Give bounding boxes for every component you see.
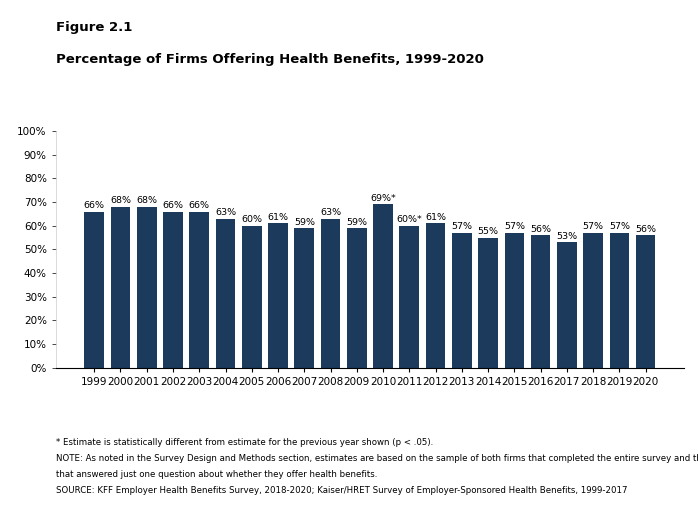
Text: 61%: 61%: [267, 213, 288, 222]
Text: 56%: 56%: [530, 225, 551, 234]
Text: SOURCE: KFF Employer Health Benefits Survey, 2018-2020; Kaiser/HRET Survey of Em: SOURCE: KFF Employer Health Benefits Sur…: [56, 486, 628, 495]
Text: * Estimate is statistically different from estimate for the previous year shown : * Estimate is statistically different fr…: [56, 438, 433, 447]
Text: 68%: 68%: [110, 196, 131, 205]
Text: 57%: 57%: [609, 223, 630, 232]
Bar: [426, 224, 445, 368]
Bar: [216, 219, 235, 368]
Text: 57%: 57%: [452, 223, 473, 232]
Text: 60%: 60%: [242, 215, 262, 224]
Text: 66%: 66%: [84, 201, 105, 210]
Bar: [452, 233, 472, 368]
Bar: [609, 233, 629, 368]
Text: 69%*: 69%*: [370, 194, 396, 203]
Bar: [242, 226, 262, 368]
Bar: [636, 235, 655, 368]
Bar: [399, 226, 419, 368]
Text: 57%: 57%: [583, 223, 604, 232]
Bar: [295, 228, 314, 368]
Text: 59%: 59%: [294, 218, 315, 227]
Bar: [111, 207, 131, 368]
Text: 57%: 57%: [504, 223, 525, 232]
Bar: [557, 242, 577, 368]
Bar: [137, 207, 156, 368]
Bar: [347, 228, 366, 368]
Bar: [584, 233, 603, 368]
Text: 56%: 56%: [635, 225, 656, 234]
Text: 55%: 55%: [477, 227, 498, 236]
Text: NOTE: As noted in the Survey Design and Methods section, estimates are based on : NOTE: As noted in the Survey Design and …: [56, 454, 698, 463]
Text: that answered just one question about whether they offer health benefits.: that answered just one question about wh…: [56, 470, 377, 479]
Bar: [163, 212, 183, 368]
Text: Percentage of Firms Offering Health Benefits, 1999-2020: Percentage of Firms Offering Health Bene…: [56, 52, 484, 66]
Bar: [505, 233, 524, 368]
Bar: [478, 237, 498, 368]
Text: 66%: 66%: [163, 201, 184, 210]
Text: 61%: 61%: [425, 213, 446, 222]
Text: 66%: 66%: [188, 201, 210, 210]
Text: 53%: 53%: [556, 232, 577, 241]
Bar: [373, 204, 393, 368]
Text: 63%: 63%: [320, 208, 341, 217]
Text: 63%: 63%: [215, 208, 236, 217]
Text: 59%: 59%: [346, 218, 367, 227]
Bar: [530, 235, 551, 368]
Bar: [320, 219, 341, 368]
Bar: [268, 224, 288, 368]
Bar: [189, 212, 209, 368]
Text: Figure 2.1: Figure 2.1: [56, 21, 132, 34]
Text: 68%: 68%: [136, 196, 157, 205]
Text: 60%*: 60%*: [396, 215, 422, 224]
Bar: [84, 212, 104, 368]
